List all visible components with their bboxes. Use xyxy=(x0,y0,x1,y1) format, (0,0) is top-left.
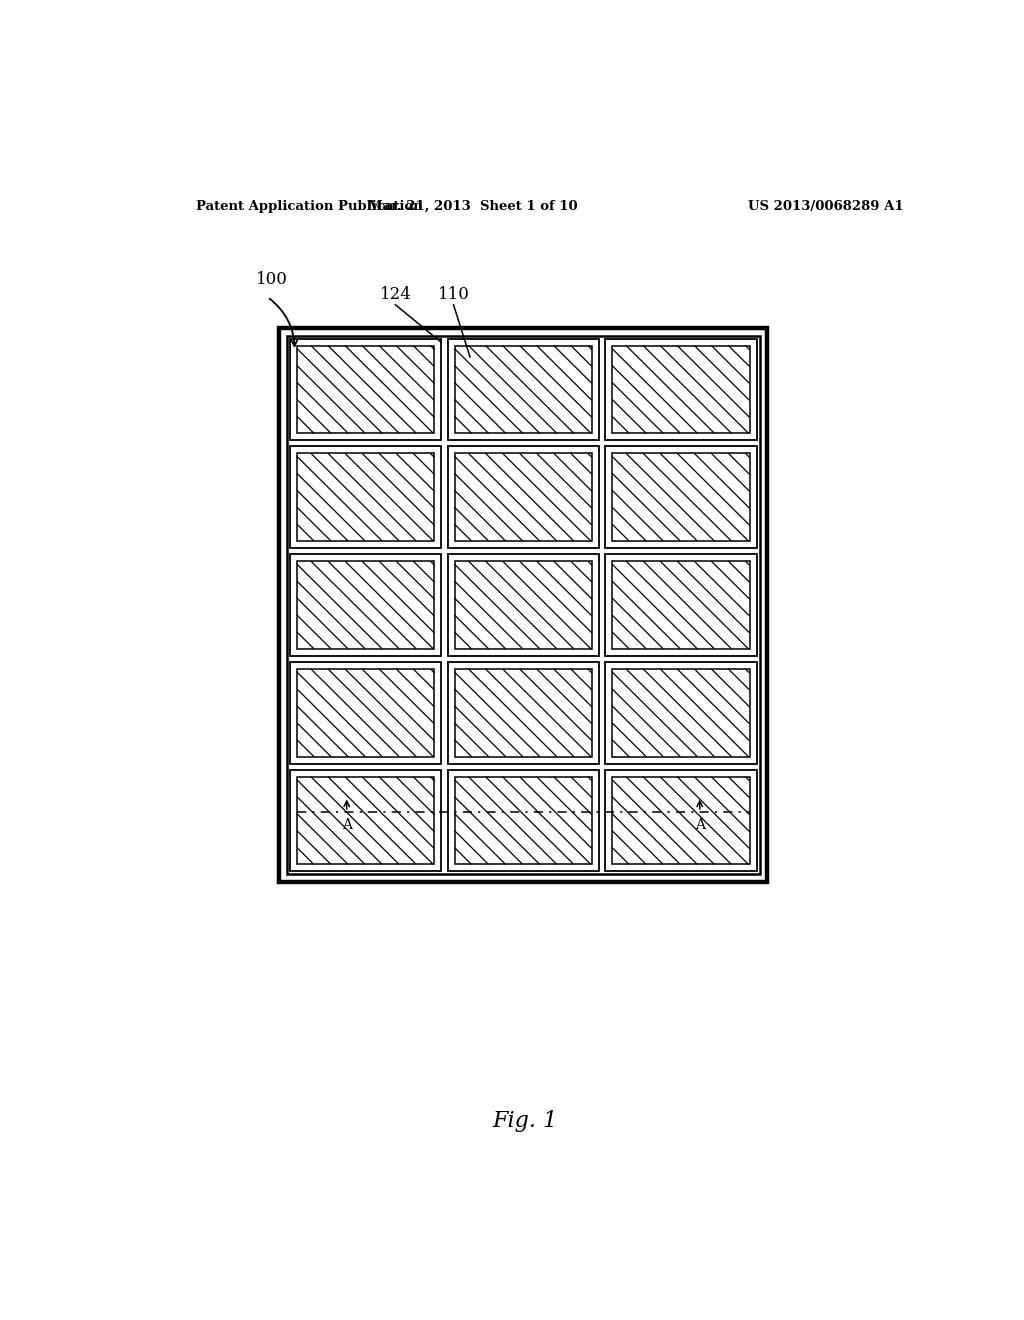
Text: US 2013/0068289 A1: US 2013/0068289 A1 xyxy=(748,199,903,213)
Text: A: A xyxy=(342,818,352,832)
Bar xyxy=(287,335,760,874)
Bar xyxy=(612,776,750,865)
Bar xyxy=(612,453,750,541)
Bar xyxy=(447,770,599,871)
Bar xyxy=(447,339,599,441)
Bar xyxy=(297,346,434,433)
Bar xyxy=(605,446,757,548)
Text: 100: 100 xyxy=(256,271,288,288)
Bar xyxy=(605,770,757,871)
Text: 110: 110 xyxy=(437,286,469,304)
Bar xyxy=(612,561,750,649)
Bar xyxy=(297,776,434,865)
Text: 124: 124 xyxy=(380,286,412,304)
Bar xyxy=(297,453,434,541)
Bar xyxy=(290,770,441,871)
Bar xyxy=(455,669,592,756)
Bar xyxy=(612,669,750,756)
Bar xyxy=(612,346,750,433)
Bar xyxy=(447,446,599,548)
Bar xyxy=(290,446,441,548)
Bar xyxy=(455,346,592,433)
Bar xyxy=(447,554,599,656)
Text: Patent Application Publication: Patent Application Publication xyxy=(197,199,423,213)
Bar xyxy=(455,561,592,649)
Bar xyxy=(297,669,434,756)
Bar xyxy=(605,339,757,441)
Bar xyxy=(455,776,592,865)
Bar xyxy=(297,561,434,649)
Bar xyxy=(290,339,441,441)
Bar xyxy=(605,554,757,656)
Bar xyxy=(280,327,767,882)
Text: Fig. 1: Fig. 1 xyxy=(493,1110,557,1131)
Text: A: A xyxy=(694,818,705,832)
Bar xyxy=(455,453,592,541)
Bar xyxy=(290,663,441,763)
Bar xyxy=(605,663,757,763)
Text: Mar. 21, 2013  Sheet 1 of 10: Mar. 21, 2013 Sheet 1 of 10 xyxy=(368,199,578,213)
Bar xyxy=(447,663,599,763)
Bar xyxy=(290,554,441,656)
